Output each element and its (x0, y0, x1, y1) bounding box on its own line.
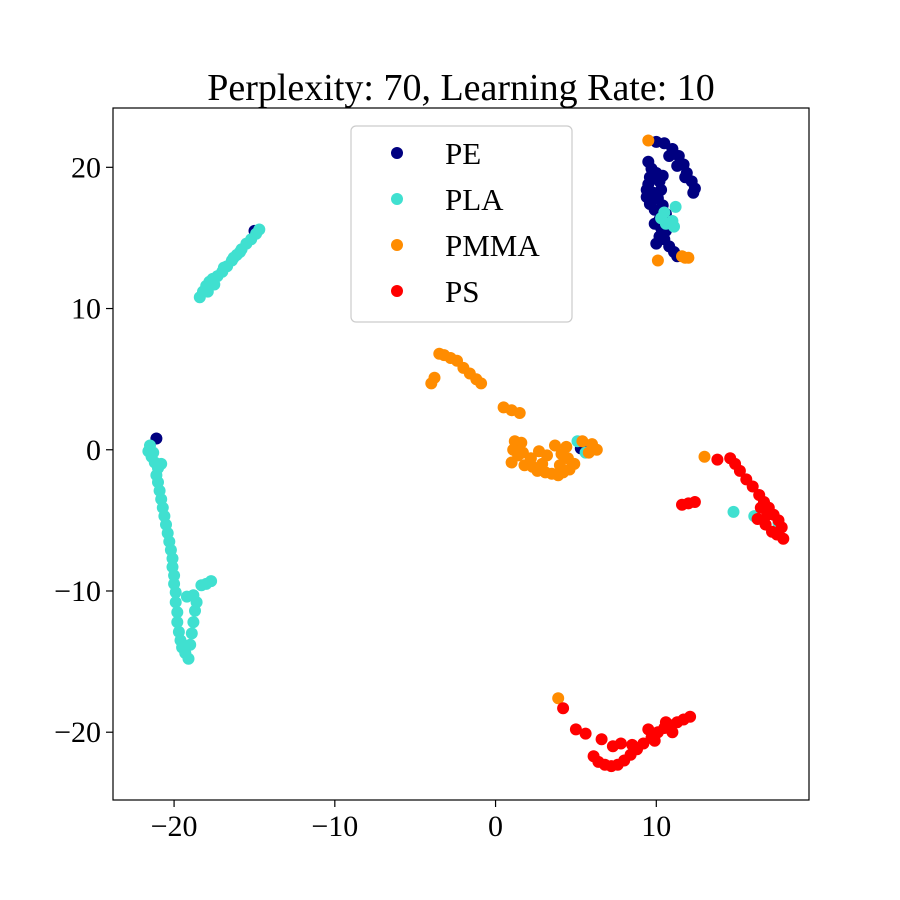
point-pla-39 (169, 586, 182, 599)
legend-marker-pmma (391, 239, 403, 251)
point-pmma-30 (549, 439, 561, 452)
series-ps (557, 452, 790, 773)
y-tick-label: 10 (71, 293, 101, 326)
x-tick-label: −10 (311, 810, 358, 843)
point-pmma-39 (553, 459, 566, 472)
legend-marker-pla (391, 193, 403, 205)
point-ps-18 (684, 710, 697, 723)
point-pmma-38 (582, 446, 595, 459)
point-ps-26 (666, 726, 679, 739)
point-ps-47 (711, 453, 724, 466)
y-axis: −20 −10 0 10 20 (54, 151, 113, 749)
point-ps-39 (777, 532, 790, 545)
point-pla-47 (182, 652, 195, 665)
point-pla-48 (184, 638, 197, 651)
point-pla-40 (169, 596, 182, 609)
point-pla-15 (217, 261, 230, 274)
point-pla-41 (171, 606, 184, 619)
point-pla-42 (171, 616, 184, 629)
legend-box (350, 125, 573, 323)
legend-label-ps: PS (445, 274, 479, 309)
point-ps-46 (688, 496, 701, 508)
x-tick-label: 0 (488, 810, 503, 843)
point-ps-43 (766, 525, 778, 538)
point-pla-63 (668, 220, 680, 233)
point-ps-1 (569, 723, 582, 736)
point-pmma-41 (651, 254, 664, 267)
y-tick-label: 0 (86, 434, 101, 467)
point-ps-2 (579, 727, 592, 740)
point-pe-38 (642, 155, 655, 168)
point-pe-37 (656, 169, 669, 182)
point-pla-19 (227, 251, 240, 264)
x-axis: −20 −10 0 10 (151, 800, 671, 843)
point-ps-20 (648, 734, 661, 747)
point-pmma-34 (516, 446, 529, 459)
legend-marker-ps (391, 285, 403, 297)
point-ps-29 (733, 464, 746, 477)
point-ps-31 (746, 480, 759, 493)
legend-label-pla: PLA (445, 182, 504, 217)
point-pla-68 (727, 505, 740, 518)
point-pe-9 (679, 171, 692, 184)
point-pla-54 (180, 590, 193, 603)
point-pla-14 (253, 223, 266, 236)
point-pmma-32 (533, 445, 545, 458)
point-ps-0 (557, 702, 570, 715)
point-pmma-47 (679, 251, 692, 264)
point-pmma-29 (560, 440, 573, 453)
point-pla-35 (166, 552, 179, 565)
point-pmma-40 (536, 457, 549, 470)
point-ps-24 (606, 740, 619, 753)
point-pmma-17 (505, 456, 518, 469)
point-pmma-46 (552, 692, 565, 705)
series-pla (142, 200, 785, 665)
point-pla-49 (185, 627, 198, 640)
point-pe-10 (671, 159, 684, 172)
point-pmma-9 (425, 377, 438, 390)
point-pmma-45 (698, 450, 711, 463)
series-pmma (425, 134, 711, 705)
point-ps-48 (754, 501, 767, 514)
point-pla-59 (155, 457, 168, 470)
x-tick-label: −20 (151, 810, 198, 843)
point-pmma-14 (515, 436, 528, 449)
y-tick-label: −10 (54, 575, 101, 608)
point-pmma-12 (513, 407, 526, 419)
point-ps-23 (595, 733, 608, 746)
legend: PE PLA PMMA PS (350, 125, 573, 323)
point-ps-19 (659, 716, 672, 729)
point-ps-25 (642, 723, 655, 736)
point-pe-8 (687, 186, 700, 199)
point-ps-21 (626, 738, 639, 751)
points-layer (142, 134, 790, 773)
point-pmma-35 (576, 435, 589, 448)
point-pla-17 (201, 285, 214, 298)
plot-frame (112, 107, 810, 801)
point-pla-57 (200, 577, 213, 590)
y-tick-label: −20 (54, 716, 101, 749)
point-pmma-7 (475, 377, 488, 390)
point-pe-23 (647, 186, 660, 199)
point-pla-50 (187, 616, 200, 629)
chart-title: Perplexity: 70, Learning Rate: 10 (207, 67, 715, 109)
point-pla-64 (669, 200, 682, 213)
point-ps-41 (751, 513, 764, 525)
point-pmma-44 (642, 134, 655, 147)
point-pla-58 (147, 446, 160, 459)
y-tick-label: 20 (71, 151, 101, 184)
point-pe-11 (663, 150, 676, 162)
x-tick-label: 10 (641, 810, 671, 843)
point-pla-65 (658, 206, 671, 219)
legend-marker-pe (391, 147, 403, 159)
legend-label-pe: PE (445, 136, 481, 171)
point-pla-37 (168, 569, 181, 582)
legend-label-pmma: PMMA (445, 228, 540, 263)
